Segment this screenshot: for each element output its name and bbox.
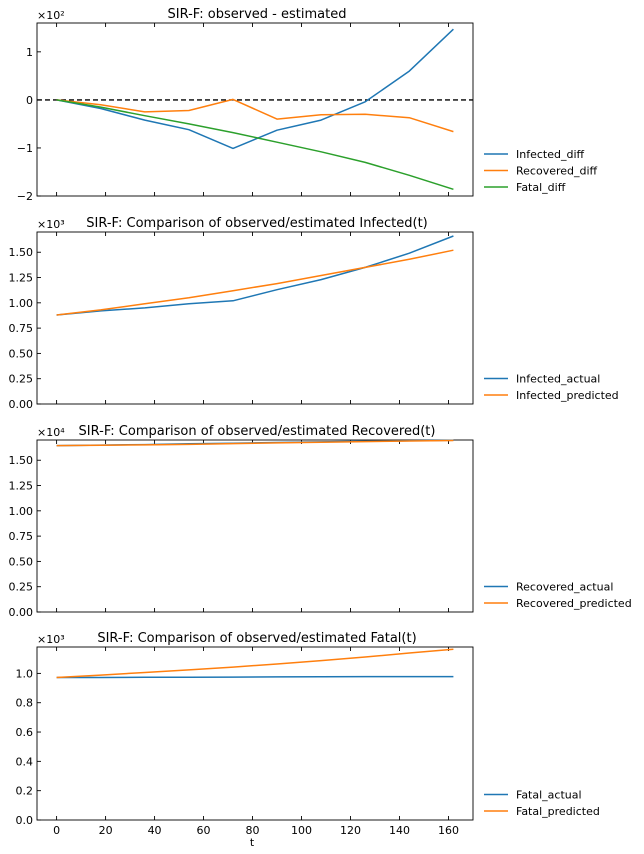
axes-frame	[36, 22, 474, 197]
legend-entry: Fatal_diff	[516, 181, 566, 194]
chart-title: SIR-F: Comparison of observed/estimated …	[86, 216, 428, 231]
y-tick-label: 1.00	[9, 297, 34, 310]
diff-panel: SIR-F: observed - estimated ×10² 1 0 −1 −2 Inf…	[17, 7, 598, 203]
axes-frame	[36, 231, 474, 405]
y-tick-label: 0.00	[9, 606, 34, 619]
legend-entry: Infected_actual	[516, 373, 600, 386]
y-tick-label: 0.75	[9, 322, 34, 335]
series-line-fatal-actual	[56, 675, 454, 679]
infected-panel: SIR-F: Comparison of observed/estimated …	[9, 216, 619, 411]
y-tick-label: 0.50	[9, 555, 34, 568]
x-tick-label: 20	[99, 824, 113, 837]
legend-entry: Recovered_predicted	[516, 597, 632, 610]
series-line-fatal-predicted	[56, 648, 454, 679]
legend-entry: Infected_diff	[516, 148, 585, 161]
y-tick-label: 0.75	[9, 530, 34, 543]
y-tick-label: 0	[26, 94, 33, 107]
recovered-panel: SIR-F: Comparison of observed/estimated …	[9, 424, 632, 619]
legend-entry: Infected_predicted	[516, 389, 619, 402]
series-line-recovered-diff	[56, 98, 454, 133]
y-tick-label: 0.25	[9, 373, 34, 386]
legend-entry: Recovered_actual	[516, 581, 613, 594]
axes-frame	[36, 439, 474, 613]
axes-frame	[36, 646, 474, 821]
y-tick-label: 0.2	[16, 785, 34, 798]
x-tick-label: 80	[246, 824, 260, 837]
y-tick-label: 1.25	[9, 480, 34, 493]
y-tick-label: 0.4	[16, 755, 34, 768]
chart-title: SIR-F: Comparison of observed/estimated …	[97, 631, 416, 646]
y-tick-label: 1.0	[16, 667, 34, 680]
y-tick-label: 0.00	[9, 398, 34, 411]
x-tick-label: 100	[291, 824, 312, 837]
y-axis-multiplier: ×10²	[37, 9, 65, 22]
series-line-infected-actual	[56, 235, 454, 316]
y-tick-label: 1	[26, 46, 33, 59]
y-tick-label: −2	[17, 190, 33, 203]
x-tick-label: 160	[438, 824, 459, 837]
y-axis-multiplier: ×10³	[37, 218, 65, 231]
y-tick-label: 1.50	[9, 454, 34, 467]
legend-entry: Recovered_diff	[516, 165, 598, 178]
legend-entry: Fatal_predicted	[516, 805, 600, 818]
series-line-recovered-predicted	[56, 439, 454, 447]
y-axis-multiplier: ×10⁴	[37, 426, 65, 439]
y-tick-label: 1.25	[9, 272, 34, 285]
y-tick-label: 0.6	[16, 726, 34, 739]
series-line-infected-predicted	[56, 249, 454, 316]
y-tick-label: 0.8	[16, 697, 34, 710]
y-axis-multiplier: ×10³	[37, 633, 65, 646]
chart-title: SIR-F: observed - estimated	[168, 7, 347, 22]
x-axis-label: t	[250, 836, 255, 849]
chart-title: SIR-F: Comparison of observed/estimated …	[79, 424, 436, 439]
x-tick-label: 120	[340, 824, 361, 837]
y-tick-label: 0.0	[16, 814, 34, 827]
legend-entry: Fatal_actual	[516, 789, 582, 802]
x-tick-label: 0	[53, 824, 60, 837]
y-tick-label: −1	[17, 142, 33, 155]
y-tick-label: 0.25	[9, 581, 34, 594]
y-tick-label: 1.00	[9, 505, 34, 518]
x-tick-label: 40	[148, 824, 162, 837]
fatal-panel: SIR-F: Comparison of observed/estimated …	[16, 631, 600, 849]
series-line-fatal-diff	[56, 99, 454, 191]
y-tick-label: 1.50	[9, 246, 34, 259]
y-tick-label: 0.50	[9, 347, 34, 360]
x-tick-label: 140	[389, 824, 410, 837]
x-tick-label: 60	[197, 824, 211, 837]
series-line-infected-diff	[56, 28, 454, 150]
